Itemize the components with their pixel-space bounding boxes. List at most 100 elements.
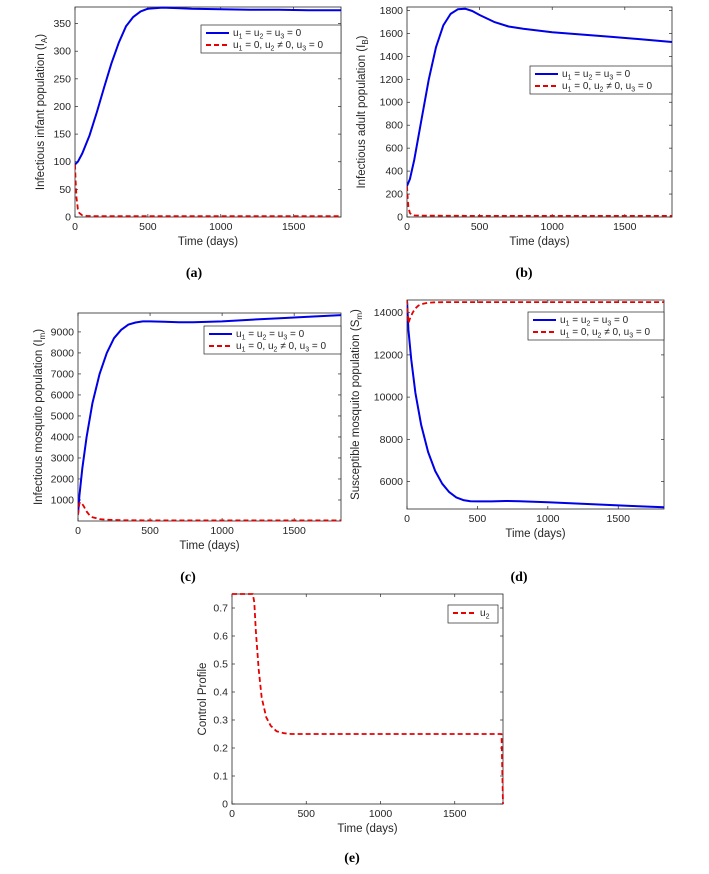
y-tick-label: 600 xyxy=(385,143,403,155)
series-line-uncontrolled xyxy=(78,314,342,515)
panel-caption: (c) xyxy=(180,570,196,585)
legend-entry-part: = u xyxy=(592,69,609,80)
legend-entry: u1 = 0, u2 ≠ 0, u3 = 0 xyxy=(560,327,650,340)
series-line-uncontrolled xyxy=(407,7,673,187)
y-axis-label-sub: m xyxy=(355,313,364,320)
legend-entry-part: 3 xyxy=(302,46,306,53)
x-tick-label: 1000 xyxy=(536,513,560,525)
y-axis-label-text: Infectious mosquito population (I xyxy=(33,339,45,505)
series-line-controlled xyxy=(75,164,341,218)
y-tick-label: 1800 xyxy=(380,5,404,17)
y-tick-label: 0.6 xyxy=(213,631,228,643)
y-tick-label: 3000 xyxy=(51,452,75,464)
legend-entry-part: 1 xyxy=(566,333,570,340)
legend-entry-part: u xyxy=(233,40,239,51)
y-axis-label-sub: B xyxy=(361,39,370,44)
y-tick-label: 1000 xyxy=(380,97,404,109)
series-line-uncontrolled xyxy=(407,299,665,509)
x-tick-label: 0 xyxy=(404,221,410,233)
x-tick-label: 500 xyxy=(141,525,159,537)
legend: u2 xyxy=(447,604,499,624)
legend-entry-part: = 0 xyxy=(633,327,650,338)
y-tick-label: 1600 xyxy=(380,28,404,40)
y-tick-label: 7000 xyxy=(51,368,75,380)
legend-box xyxy=(529,65,673,95)
legend-entry: u1 = 0, u2 ≠ 0, u3 = 0 xyxy=(562,81,652,94)
legend-entry-part: = 0 xyxy=(287,329,304,340)
legend-entry-part: = 0 xyxy=(309,341,326,352)
legend-entry: u1 = u2 = u3 = 0 xyxy=(560,315,629,328)
y-axis-label: Infectious adult population (IB) xyxy=(356,35,370,188)
legend-entry-part: 2 xyxy=(598,333,602,340)
y-tick-label: 0 xyxy=(65,212,71,224)
x-tick-label: 1500 xyxy=(443,808,467,820)
y-tick-label: 100 xyxy=(53,156,71,168)
legend-entry-part: u xyxy=(233,28,239,39)
y-tick-label: 0.3 xyxy=(213,715,228,727)
series-line-controlled xyxy=(78,501,341,522)
y-tick-label: 5000 xyxy=(51,410,75,422)
legend-entry-part: = u xyxy=(266,329,283,340)
legend-entry-part: 3 xyxy=(280,34,284,41)
x-tick-label: 0 xyxy=(404,513,410,525)
plot-area xyxy=(231,593,504,805)
x-tick-label: 1500 xyxy=(613,221,637,233)
legend-entry-part: 3 xyxy=(305,347,309,354)
y-tick-label: 0.1 xyxy=(213,771,228,783)
x-tick-label: 0 xyxy=(72,221,78,233)
y-tick-label: 1000 xyxy=(51,494,75,506)
y-axis-label: Susceptible mosquito population (Sm) xyxy=(350,309,364,500)
y-tick-label: 6000 xyxy=(51,389,75,401)
legend-entry: u1 = u2 = u3 = 0 xyxy=(233,28,302,41)
legend-entry-part: u xyxy=(480,608,486,619)
y-tick-label: 4000 xyxy=(51,431,75,443)
x-tick-label: 1500 xyxy=(282,221,306,233)
legend-entry-part: = 0 xyxy=(613,69,630,80)
series-line-uncontrolled xyxy=(75,6,341,166)
legend-entry-part: u xyxy=(560,327,566,338)
legend-entry-part: = u xyxy=(569,315,586,326)
legend-entry-part: = 0, u xyxy=(571,81,599,92)
x-tick-label: 500 xyxy=(471,221,489,233)
legend-entry-part: 1 xyxy=(568,75,572,82)
legend-entry-part: = 0 xyxy=(284,28,301,39)
y-tick-label: 350 xyxy=(53,18,71,30)
chart-b: 0 500 1000 1500 0 200 400 600 800 1000 1200 1400 160… xyxy=(356,5,673,281)
legend: u1 = u2 = u3 = 0u1 = 0, u2 ≠ 0, u3 = 0 xyxy=(200,24,342,54)
y-axis-label-sub: A xyxy=(40,37,49,43)
x-tick-label: 1000 xyxy=(209,221,233,233)
legend-entry: u1 = u2 = u3 = 0 xyxy=(236,329,305,342)
y-axis-label-sub: m xyxy=(38,332,47,339)
x-tick-label: 1000 xyxy=(541,221,565,233)
panel-caption: (b) xyxy=(515,266,532,281)
y-axis-label-text: Infectious adult population (I xyxy=(356,45,368,189)
legend-entry-part: 3 xyxy=(629,333,633,340)
y-tick-label: 2000 xyxy=(51,473,75,485)
x-tick-label: 500 xyxy=(297,808,315,820)
legend-entry-part: = u xyxy=(242,28,259,39)
legend-entry-part: ≠ 0, u xyxy=(603,81,631,92)
legend-box xyxy=(203,325,342,355)
y-tick-label: 300 xyxy=(53,46,71,58)
plot-area xyxy=(406,6,673,218)
legend-entry-part: ≠ 0, u xyxy=(601,327,629,338)
y-tick-label: 1400 xyxy=(380,51,404,63)
y-axis-label: Control Profile xyxy=(197,663,209,736)
y-axis-label-close: ) xyxy=(35,34,47,38)
legend-entry: u1 = 0, u2 ≠ 0, u3 = 0 xyxy=(236,341,326,354)
chart-d: 0 500 1000 1500 6000 8000 10000 12000 14000 Time … xyxy=(350,299,665,585)
legend-entry-part: 1 xyxy=(239,34,243,41)
chart-c: 0 500 1000 1500 1000 2000 3000 4000 5000 6000 7000… xyxy=(33,312,342,585)
y-tick-label: 10000 xyxy=(374,392,403,404)
legend-box xyxy=(200,24,342,54)
x-tick-label: 0 xyxy=(75,525,81,537)
y-tick-label: 9000 xyxy=(51,326,75,338)
y-tick-label: 0.4 xyxy=(213,687,228,699)
y-tick-label: 800 xyxy=(385,120,403,132)
y-tick-label: 14000 xyxy=(374,307,403,319)
legend-entry-part: 3 xyxy=(607,321,611,328)
legend-entry: u1 = u2 = u3 = 0 xyxy=(562,69,631,82)
legend-entry-part: ≠ 0, u xyxy=(277,341,305,352)
x-tick-label: 0 xyxy=(229,808,235,820)
legend-entry: u1 = 0, u2 ≠ 0, u3 = 0 xyxy=(233,40,323,53)
